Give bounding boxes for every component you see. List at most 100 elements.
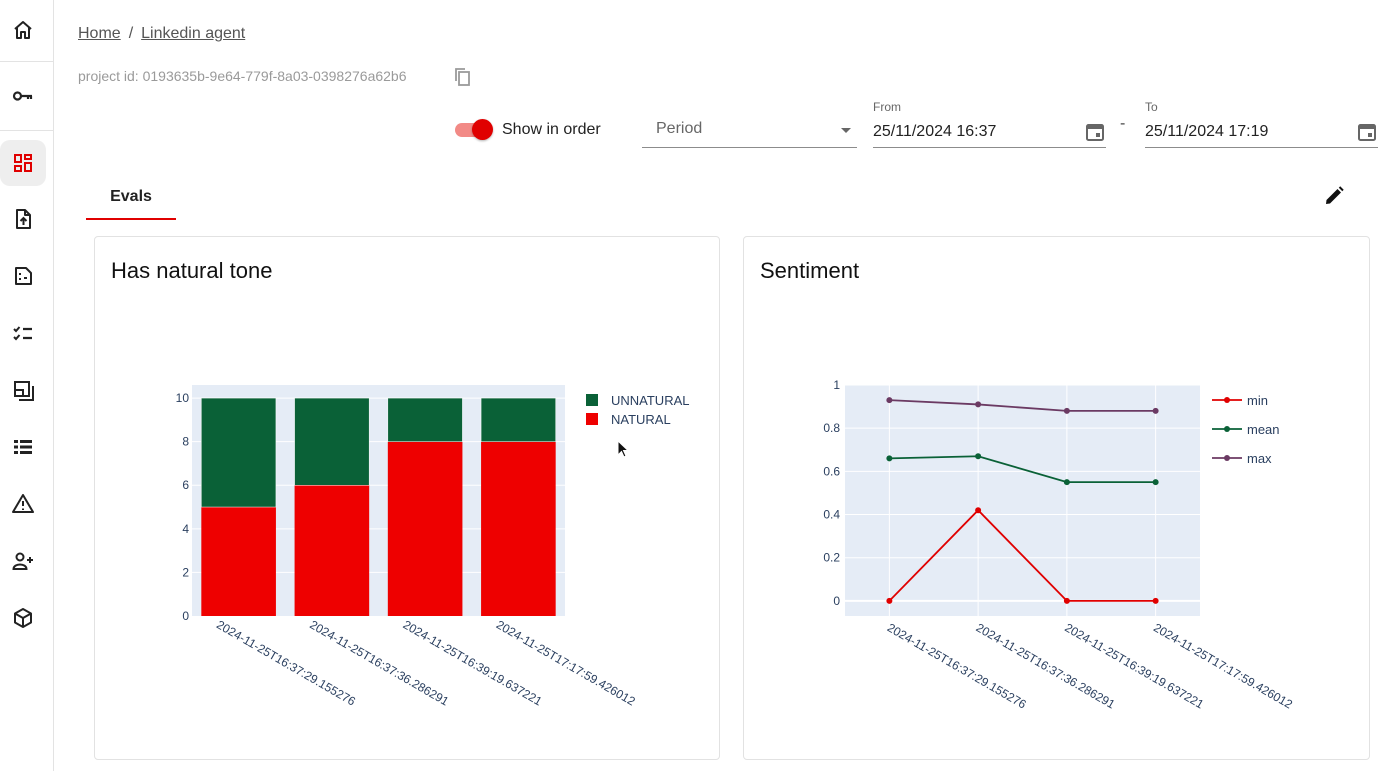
x-tick-label: 2024-11-25T16:39:19.637221	[1062, 620, 1206, 711]
calendar-icon[interactable]	[1356, 121, 1378, 143]
bar-unnatural	[480, 397, 556, 442]
mouse-cursor-icon	[617, 440, 630, 458]
bar-unnatural	[201, 397, 277, 508]
list-icon	[14, 440, 32, 454]
y-tick-label: 0.4	[823, 508, 840, 522]
y-tick-label: 0.2	[823, 551, 840, 565]
y-tick-label: 6	[182, 478, 189, 492]
natural-tone-chart-title: Has natural tone	[111, 258, 273, 283]
data-point-mean	[1063, 479, 1070, 486]
natural-tone-card: Has natural tone 0 2 4 6 8 10 2024-11-25T16:37…	[94, 236, 720, 760]
x-tick-label: 2024-11-25T16:37:29.155276	[885, 620, 1029, 711]
sentiment-chart: 0 0.2 0.4 0.6 0.8 1 2024-11-25T16:37:29.155276…	[823, 378, 1295, 712]
checklist-icon	[13, 326, 32, 341]
data-point-min	[1063, 597, 1070, 604]
bar-natural	[387, 441, 463, 616]
sidebar-item-upload[interactable]	[0, 196, 46, 242]
data-point-mean	[886, 455, 893, 462]
legend-label: max	[1247, 451, 1272, 466]
legend-marker	[1224, 397, 1230, 403]
y-tick-label: 0.8	[823, 421, 840, 435]
data-point-min	[1152, 597, 1159, 604]
document-icon	[15, 267, 32, 285]
copy-icon[interactable]	[454, 67, 472, 87]
sidebar-item-dashboard[interactable]	[0, 140, 46, 186]
sidebar-divider	[0, 61, 53, 62]
from-date-field[interactable]: From 25/11/2024 16:37	[873, 100, 1106, 148]
add-user-icon	[12, 552, 33, 570]
bar-unnatural	[387, 397, 463, 442]
x-tick-label: 2024-11-25T16:37:36.286291	[974, 620, 1118, 711]
x-tick-label: 2024-11-25T17:17:59.426012	[1151, 620, 1295, 711]
from-date-value: 25/11/2024 16:37	[873, 123, 997, 140]
project-id-text: project id: 0193635b-9e64-779f-8a03-0398…	[78, 68, 407, 84]
y-tick-label: 1	[833, 378, 840, 392]
date-range-dash: -	[1120, 115, 1126, 132]
data-point-min	[975, 507, 982, 514]
to-date-field[interactable]: To 25/11/2024 17:19	[1145, 100, 1378, 148]
sidebar-item-list[interactable]	[0, 424, 46, 470]
dashboard-icon	[14, 154, 32, 172]
legend-swatch	[586, 394, 598, 406]
tab-evals[interactable]: Evals	[86, 178, 176, 220]
breadcrumb-current-link[interactable]: Linkedin agent	[141, 25, 246, 42]
show-in-order-label: Show in order	[502, 121, 601, 138]
sidebar-item-documents[interactable]	[0, 253, 46, 299]
legend-label: min	[1247, 393, 1268, 408]
legend-label: UNNATURAL	[611, 393, 690, 408]
tab-evals-label: Evals	[110, 188, 152, 205]
y-tick-label: 0.6	[823, 464, 840, 478]
data-point-min	[886, 597, 893, 604]
chevron-down-icon	[841, 128, 851, 133]
y-tick-label: 4	[182, 522, 189, 536]
series-line-max	[889, 399, 1156, 412]
show-in-order-toggle[interactable]	[455, 119, 493, 140]
sidebar-item-users[interactable]	[0, 538, 46, 584]
data-point-max	[1063, 407, 1070, 414]
warning-icon	[12, 494, 34, 513]
sidebar-item-alerts[interactable]	[0, 481, 46, 527]
sentiment-chart-title: Sentiment	[760, 258, 860, 283]
period-select[interactable]: Period	[642, 108, 857, 148]
sidebar-item-models[interactable]	[0, 595, 46, 641]
breadcrumb: Home / Linkedin agent	[78, 25, 245, 43]
y-tick-label: 0	[833, 594, 840, 608]
data-point-max	[975, 401, 982, 408]
sidebar	[0, 0, 54, 771]
bar-natural	[201, 507, 276, 616]
series-line-min	[888, 508, 1156, 602]
home-icon	[14, 21, 32, 39]
sidebar-item-keys[interactable]	[0, 73, 46, 119]
from-date-label: From	[873, 100, 901, 114]
tab-active-indicator	[86, 218, 176, 220]
upload-file-icon	[16, 209, 31, 229]
to-date-label: To	[1145, 100, 1158, 114]
plot-area	[845, 385, 1200, 616]
sidebar-item-checklist[interactable]	[0, 310, 46, 356]
edit-icon[interactable]	[1322, 184, 1346, 208]
calendar-icon[interactable]	[1084, 121, 1106, 143]
sidebar-item-home[interactable]	[0, 7, 46, 53]
legend-label: mean	[1247, 422, 1280, 437]
legend-label: NATURAL	[611, 412, 671, 427]
toggle-thumb	[472, 119, 493, 140]
layers-icon	[14, 381, 34, 401]
sidebar-item-layers[interactable]	[0, 367, 46, 413]
breadcrumb-home-link[interactable]: Home	[78, 25, 121, 42]
data-point-mean	[975, 453, 982, 460]
to-date-value: 25/11/2024 17:19	[1145, 123, 1269, 140]
legend-marker	[1224, 455, 1230, 461]
y-tick-label: 8	[182, 435, 189, 449]
breadcrumb-separator: /	[128, 25, 134, 42]
bar-unnatural	[294, 397, 370, 486]
y-tick-label: 0	[182, 609, 189, 623]
period-select-value: Period	[656, 120, 703, 137]
bar-natural	[481, 441, 556, 616]
y-tick-label: 10	[176, 391, 190, 405]
y-tick-label: 2	[182, 565, 189, 579]
legend-swatch	[586, 413, 598, 425]
sentiment-card: Sentiment 0 0.2 0.4 0.6 0.8 1 2024-11-25T16:37…	[743, 236, 1370, 760]
key-icon	[12, 91, 33, 101]
sidebar-divider	[0, 130, 53, 131]
bar-natural	[294, 485, 370, 616]
